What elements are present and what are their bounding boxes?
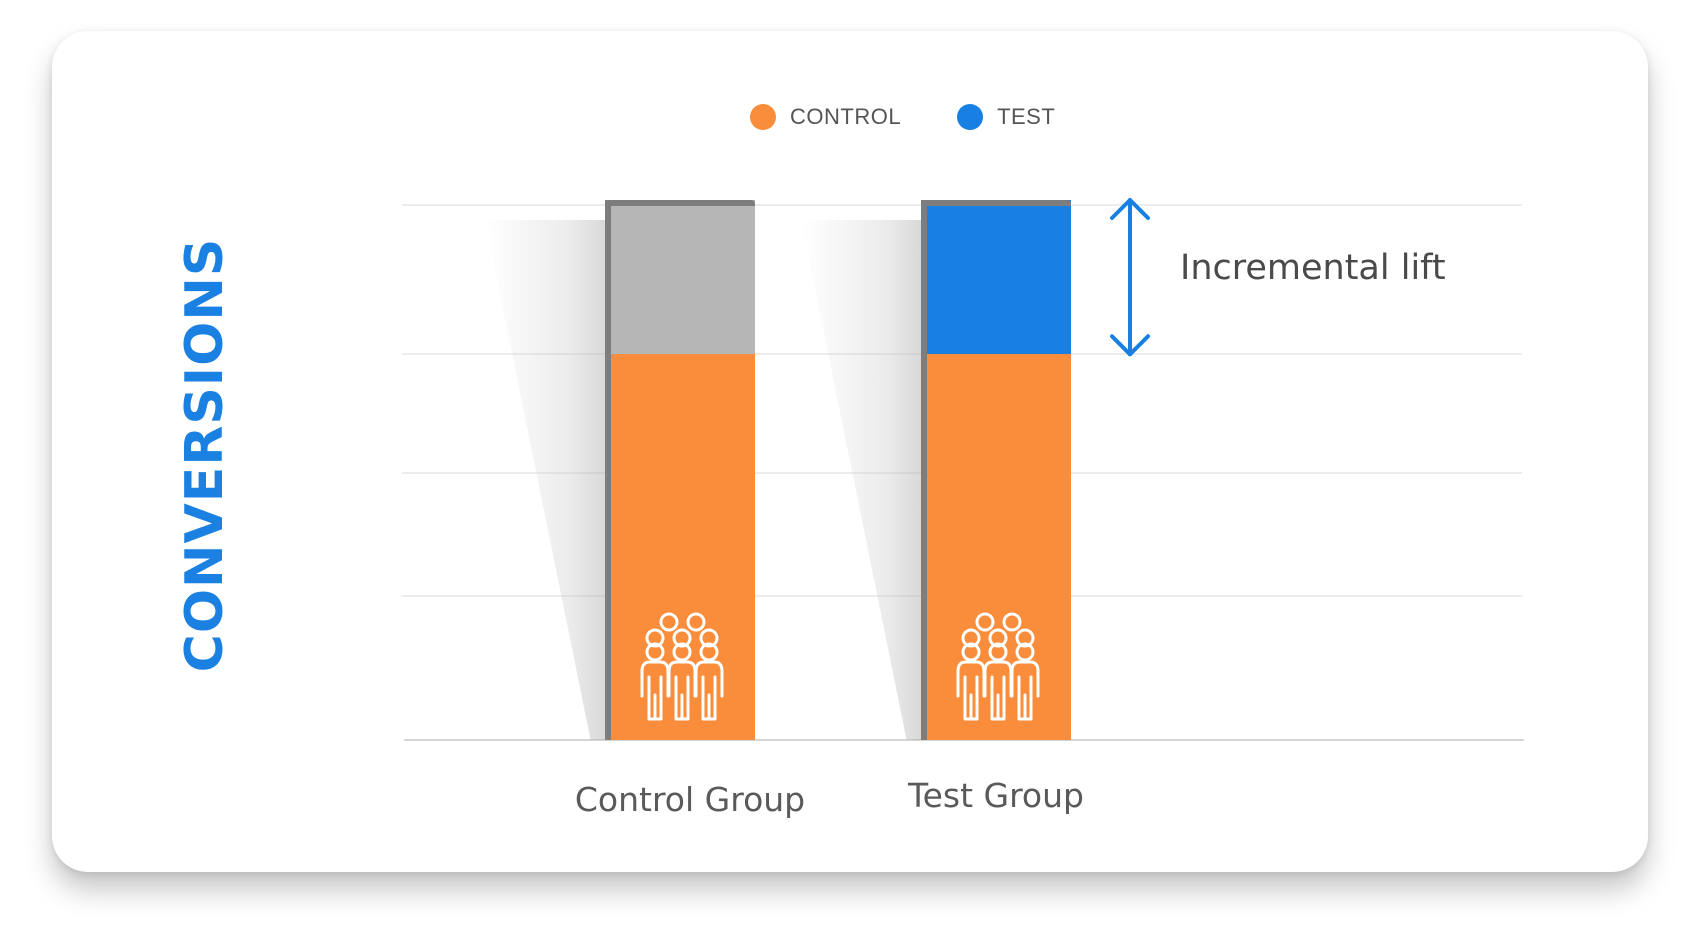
y-axis-title: CONVERSIONS	[175, 237, 235, 673]
bar-segment-control	[921, 354, 1071, 740]
annotation-incremental-lift: Incremental lift	[1180, 248, 1446, 288]
bar-segment-remainder	[605, 200, 755, 355]
people-group-icon	[954, 611, 1044, 728]
bar-segment-control	[605, 354, 755, 740]
legend: CONTROL TEST	[750, 104, 1055, 130]
legend-item-test: TEST	[957, 104, 1055, 130]
bar-segment-test	[921, 200, 1071, 355]
legend-swatch-control	[750, 104, 776, 130]
x-tick-label-control-group: Control Group	[574, 780, 806, 819]
bar-control-group	[605, 200, 755, 740]
bar-edge	[605, 200, 611, 740]
bar-edge	[921, 200, 927, 740]
legend-label-test: TEST	[997, 104, 1056, 129]
people-group-icon	[638, 611, 728, 728]
x-tick-label-test-group: Test Group	[908, 776, 1084, 815]
double-arrow-icon	[1110, 197, 1150, 357]
legend-label-control: CONTROL	[790, 104, 902, 129]
bar-top-edge	[605, 200, 755, 206]
legend-item-control: CONTROL	[750, 104, 901, 130]
bar-test-group	[921, 200, 1071, 740]
legend-swatch-test	[957, 104, 984, 130]
bar-top-edge	[921, 200, 1071, 206]
chart-card	[52, 31, 1648, 872]
x-axis-baseline	[404, 739, 1524, 741]
